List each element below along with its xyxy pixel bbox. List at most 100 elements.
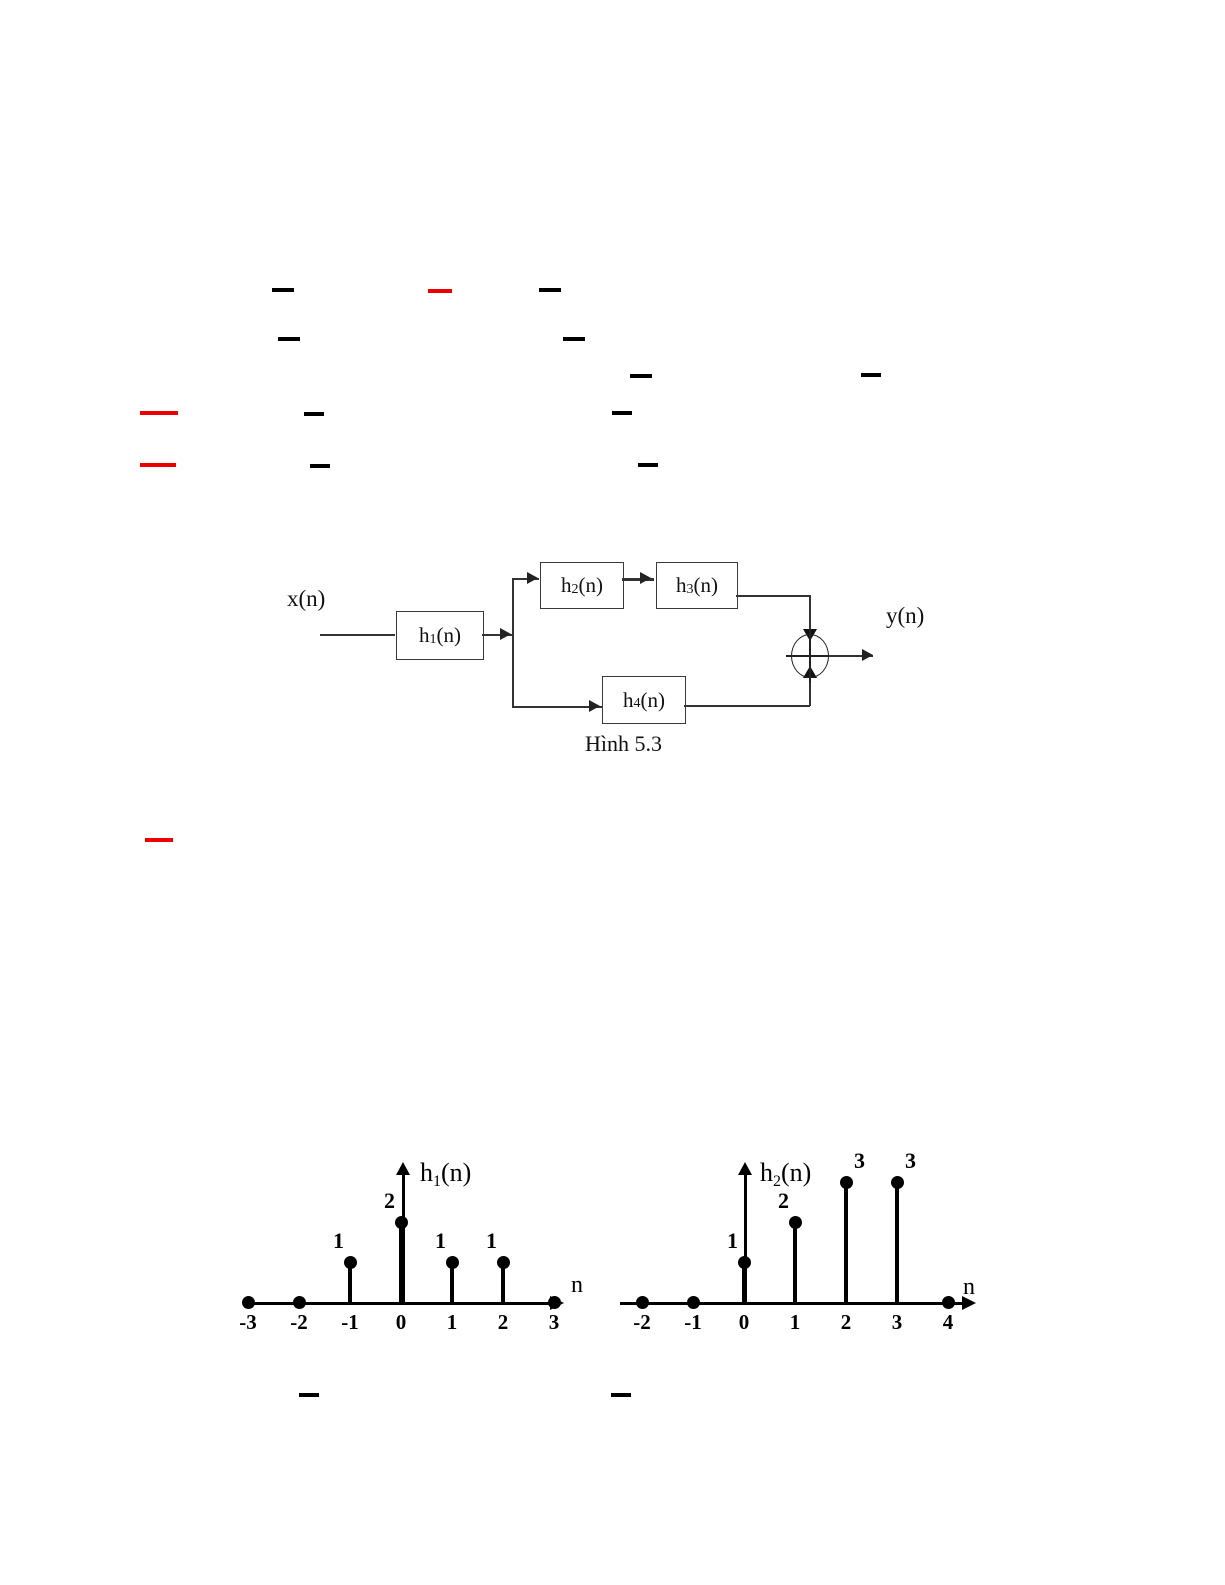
block-h3-base: h <box>676 573 687 597</box>
block-diagram-figure: x(n) y(n) h 1 (n) h 2 (n) h 3 (n) <box>0 0 1225 780</box>
block-h3-tail: (n) <box>693 573 719 597</box>
arrow-h1-to-split-icon <box>500 628 511 640</box>
wire-split-to-h4 <box>512 706 602 708</box>
fraction-bar <box>611 1393 631 1397</box>
stem-marker <box>686 1295 700 1309</box>
stem-value-label: 3 <box>905 1148 916 1173</box>
stem-value-label: 2 <box>384 1188 395 1213</box>
stem-value-label: 1 <box>333 1228 344 1253</box>
fraction-bar <box>272 288 294 292</box>
stem-marker <box>292 1295 306 1309</box>
stem-value-label: 1 <box>486 1228 497 1253</box>
stem-value-label: 2 <box>778 1188 789 1213</box>
plot-h1-y-axis <box>402 1174 405 1304</box>
wire-h1-to-split <box>482 634 512 636</box>
arrow-h2-to-h3-icon <box>640 572 651 584</box>
plot-h1-title: h1(n) <box>420 1158 472 1190</box>
fraction-bar <box>861 373 881 377</box>
x-tick-label: 0 <box>738 1310 750 1334</box>
x-tick-label: 1 <box>446 1310 458 1334</box>
x-tick-label: 3 <box>891 1310 903 1334</box>
x-tick-label: 4 <box>942 1310 954 1334</box>
arrow-split-to-h4-icon <box>589 700 600 712</box>
block-h1-base: h <box>419 623 430 647</box>
block-h1[interactable]: h 1 (n) <box>396 611 484 660</box>
x-tick-label: -1 <box>684 1310 702 1334</box>
wire-split-to-h2 <box>512 578 539 580</box>
fraction-bar <box>630 374 652 378</box>
x-tick-label: 2 <box>497 1310 509 1334</box>
diagram-input-label: x(n) <box>287 586 326 611</box>
fraction-bar <box>612 411 632 415</box>
block-h1-sub: 1 <box>429 631 437 647</box>
stem-marker <box>343 1255 357 1269</box>
block-h4-base: h <box>623 687 634 712</box>
summing-junction-icon <box>786 629 834 683</box>
x-tick-label: 0 <box>395 1310 407 1334</box>
plot-h2-title: h2(n) <box>760 1158 812 1190</box>
fraction-bar <box>304 412 324 416</box>
fraction-bar <box>563 337 585 341</box>
stem-line <box>399 1222 403 1302</box>
fraction-bar <box>145 838 173 842</box>
stem-marker <box>547 1295 561 1309</box>
plot-h1-y-axis-arrow-icon <box>396 1162 410 1175</box>
plot-h1-title-tail: (n) <box>441 1158 472 1187</box>
wire-adder-to-output <box>829 655 873 657</box>
arrow-split-to-h2-icon <box>527 572 538 584</box>
stem-value-label: 3 <box>854 1148 865 1173</box>
plot-h1-title-base: h <box>420 1158 433 1187</box>
stem-marker <box>394 1215 408 1229</box>
plot-h2-title-sub: 2 <box>773 1173 781 1190</box>
fraction-bar <box>638 463 658 467</box>
plot-h1-title-sub: 1 <box>433 1173 441 1190</box>
wire-h2-to-h3 <box>622 578 654 581</box>
x-tick-label: 3 <box>548 1310 560 1334</box>
block-h2-base: h <box>561 573 572 597</box>
plot-h2-title-base: h <box>760 1158 773 1187</box>
stem-line <box>450 1262 454 1302</box>
x-tick-label: -1 <box>341 1310 359 1334</box>
block-h4[interactable]: h 4 (n) <box>602 676 686 724</box>
block-h2[interactable]: h 2 (n) <box>540 562 624 609</box>
fraction-bar <box>539 288 561 292</box>
wire-split-bus <box>512 578 514 708</box>
stem-marker <box>890 1175 904 1189</box>
wire-h4-to-corner <box>684 705 810 707</box>
stem-marker <box>496 1255 510 1269</box>
block-h1-tail: (n) <box>436 623 462 647</box>
plot-h1-xaxis-label: n <box>571 1272 583 1298</box>
plot-h1-x-axis <box>248 1302 553 1305</box>
plot-h2-x-axis <box>620 1302 965 1305</box>
plot-h2-y-axis <box>744 1174 747 1304</box>
x-tick-label: 1 <box>789 1310 801 1334</box>
arrow-output-icon <box>862 649 873 661</box>
fraction-bar <box>140 463 176 467</box>
x-tick-label: 2 <box>840 1310 852 1334</box>
stem-marker <box>788 1215 802 1229</box>
block-h3[interactable]: h 3 (n) <box>656 562 738 609</box>
stem-line <box>742 1262 746 1302</box>
stem-line <box>844 1182 848 1302</box>
wire-input-to-h1 <box>320 634 395 636</box>
figure-caption: Hình 5.3 <box>585 731 662 756</box>
block-h2-sub: 2 <box>571 581 579 597</box>
x-tick-label: -2 <box>290 1310 308 1334</box>
wire-corner-to-adder-top <box>809 595 811 635</box>
wire-h3-to-corner <box>736 595 810 597</box>
block-h4-tail: (n) <box>640 687 666 712</box>
x-tick-label: -2 <box>633 1310 651 1334</box>
stem-line <box>501 1262 505 1302</box>
stem-value-label: 1 <box>727 1228 738 1253</box>
wire-corner-to-adder-bottom <box>809 672 811 706</box>
stem-marker <box>839 1175 853 1189</box>
stem-value-label: 1 <box>435 1228 446 1253</box>
plot-h2-title-tail: (n) <box>781 1158 812 1187</box>
fraction-bar <box>278 337 300 341</box>
stem-marker <box>445 1255 459 1269</box>
block-h4-sub: 4 <box>633 696 641 711</box>
stem-line <box>348 1262 352 1302</box>
x-tick-label: -3 <box>239 1310 257 1334</box>
plot-h2-y-axis-arrow-icon <box>738 1162 752 1175</box>
